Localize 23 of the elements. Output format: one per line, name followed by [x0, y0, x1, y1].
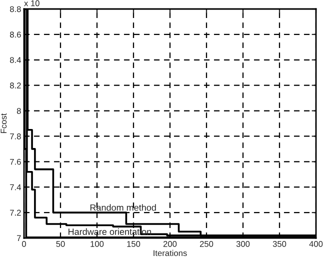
y-tick-label: 8.8 [10, 6, 21, 12]
x-tick-label: 300 [236, 241, 250, 247]
y-tick-label: 7.6 [10, 158, 21, 165]
x-axis-title: Iterations [154, 250, 187, 256]
x-tick-label: 100 [90, 241, 104, 247]
x-tick-label: 350 [272, 241, 286, 247]
y-tick-label: 8.4 [10, 57, 21, 63]
y-tick-label: 7.8 [10, 133, 21, 140]
x-tick-label: 250 [200, 241, 214, 247]
y-tick-label: 7.4 [10, 184, 21, 190]
y-tick-label: 7 [17, 235, 21, 242]
y-tick-label: 8 [16, 108, 21, 114]
x-tick-label: 200 [163, 241, 177, 247]
x-tick-label: 50 [56, 241, 65, 247]
text: x 10 [24, 0, 40, 6]
x-tick-label: 0 [22, 241, 26, 247]
x-tick-label: 400 [309, 241, 323, 247]
y-tick-label: 8.6 [10, 32, 21, 38]
annotation: Random method [90, 204, 156, 211]
y-axis-title: Fcost [0, 113, 7, 134]
y-tick-label: 8.2 [10, 82, 21, 88]
x-tick-label: 150 [127, 241, 140, 247]
y-tick-label: 7.2 [10, 210, 21, 216]
